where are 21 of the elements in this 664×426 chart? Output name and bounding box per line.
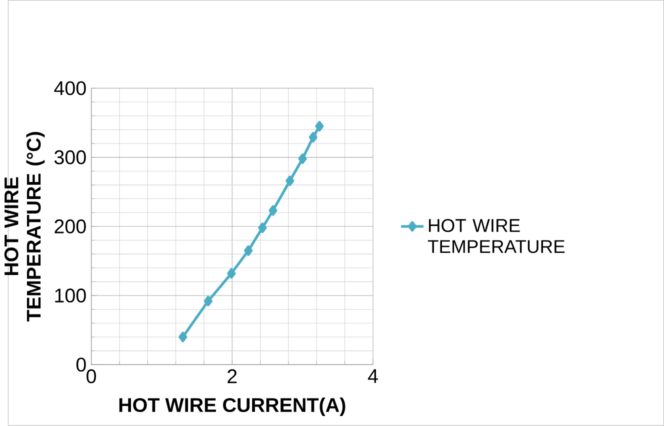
x-tick-label: 0 <box>86 369 96 384</box>
y-tick-label: 100 <box>55 288 86 303</box>
y-tick-label: 200 <box>54 220 86 234</box>
point <box>286 176 294 186</box>
y-tick-label: 300 <box>54 150 86 164</box>
x-tick-label: 2 <box>228 369 237 384</box>
y-tick-label: 400 <box>54 81 86 96</box>
point <box>268 205 278 216</box>
point <box>227 268 236 279</box>
x-tick-label: 4 <box>368 369 378 383</box>
y-axis-title: HOT WIRE TEMPERATURE (°C) <box>4 132 45 322</box>
point <box>315 121 324 132</box>
x-axis-title: HOT WIRE CURRENT(A) <box>119 398 346 416</box>
point <box>204 296 212 306</box>
point <box>244 245 253 256</box>
y-tick-label: 0 <box>76 358 86 372</box>
point <box>298 154 307 164</box>
point <box>258 222 267 234</box>
point <box>308 132 318 143</box>
point <box>178 332 188 342</box>
legend-label: HOT WIRE TEMPERATURE <box>428 219 565 254</box>
